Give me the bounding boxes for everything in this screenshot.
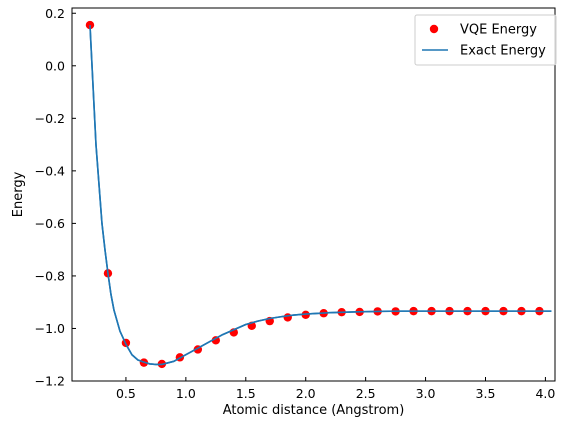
- legend-label-vqe: VQE Energy: [460, 23, 537, 38]
- plot-frame: [71, 7, 556, 382]
- y-axis: −1.2 −1.0 −0.8 −0.6 −0.4 −0.2 0.0 0.2: [35, 6, 76, 389]
- y-tick-label: −1.2: [35, 374, 65, 389]
- x-tick-label: 0.5: [116, 386, 136, 401]
- y-tick-label: −0.2: [35, 111, 65, 126]
- y-tick-label: −0.4: [35, 163, 65, 178]
- x-tick-label: 3.0: [416, 386, 436, 401]
- x-axis-label: Atomic distance (Angstrom): [223, 403, 405, 418]
- x-tick-label: 1.0: [176, 386, 196, 401]
- y-tick-label: 0.2: [45, 6, 65, 21]
- legend-label-exact: Exact Energy: [460, 44, 546, 59]
- y-tick-label: −0.6: [35, 216, 65, 231]
- exact-energy-line-overlay: [89, 25, 552, 366]
- y-tick-label: −1.0: [35, 321, 65, 336]
- x-tick-label: 2.5: [356, 386, 376, 401]
- legend: VQE Energy Exact Energy: [414, 14, 557, 66]
- x-tick-label: 1.5: [236, 386, 256, 401]
- vqe-energy-point: [283, 313, 292, 322]
- y-tick-label: 0.0: [45, 58, 65, 73]
- plot-area: [85, 20, 552, 369]
- vqe-energy-point: [211, 336, 221, 345]
- legend-box: [414, 14, 557, 66]
- y-tick-label: −0.8: [35, 268, 65, 283]
- legend-scatter-marker: [429, 24, 439, 34]
- x-axis: 0.5 1.0 1.5 2.0 2.5 3.0 3.5 4.0: [116, 377, 555, 401]
- x-tick-label: 4.0: [535, 386, 555, 401]
- x-tick-label: 3.5: [476, 386, 496, 401]
- x-tick-label: 2.0: [296, 386, 316, 401]
- y-axis-label: Energy: [11, 171, 26, 217]
